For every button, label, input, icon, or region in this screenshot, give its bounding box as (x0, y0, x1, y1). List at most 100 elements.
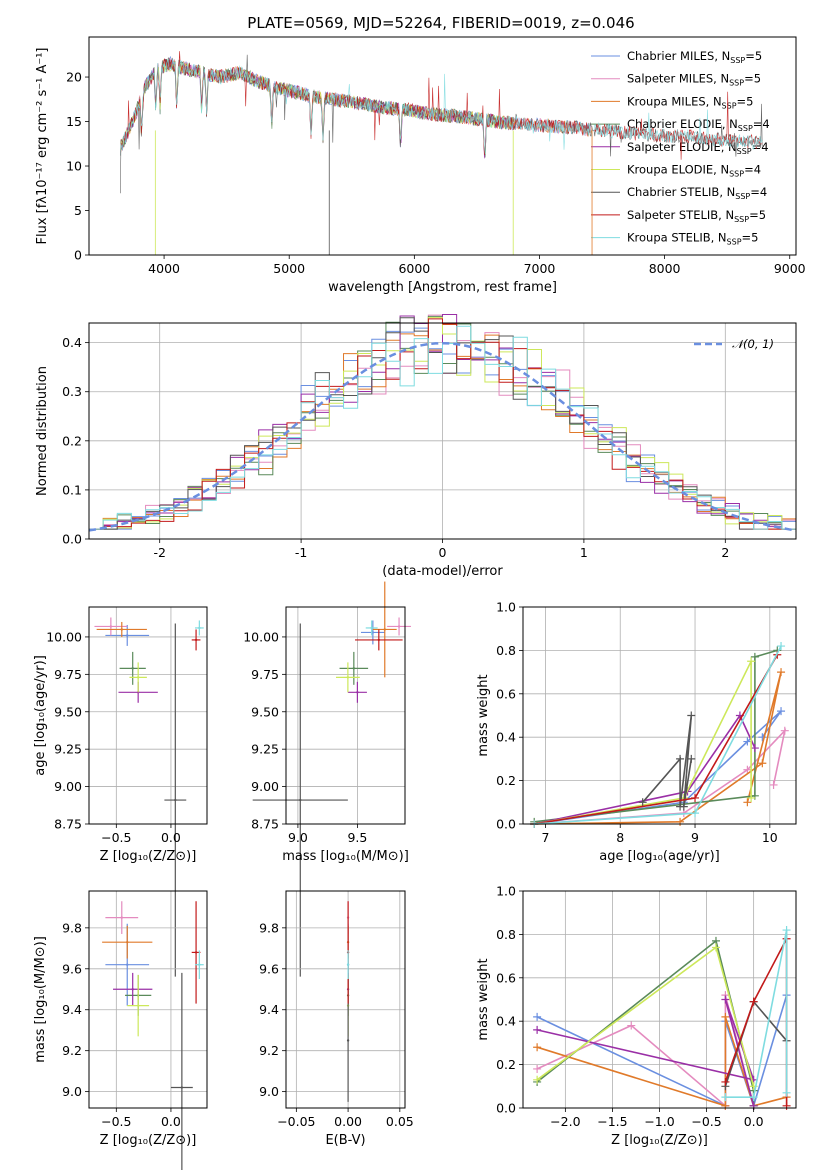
errorbar-point (194, 638, 198, 642)
axes-frame (285, 606, 406, 825)
y-tick-label: 9.0 (259, 1084, 279, 1099)
x-tick-label: 0.0 (161, 830, 181, 845)
y-tick-label: 0.0 (496, 817, 516, 832)
weight-marker (749, 997, 758, 1006)
y-tick-label: 0.0 (496, 1101, 516, 1116)
errorbar-point (136, 1004, 140, 1007)
errorbar-point (397, 625, 401, 628)
histogram-step (89, 325, 796, 530)
x-tick-label: −0.05 (277, 1114, 315, 1129)
y-axis-label: Flux [fλ10⁻¹⁷ erg cm⁻² s⁻¹ A⁻¹] (35, 48, 50, 245)
x-tick-label: −0.5 (101, 1114, 131, 1129)
y-tick-label: 9.6 (259, 961, 279, 976)
weight-marker (627, 1021, 636, 1030)
x-tick-label: −1.0 (644, 1114, 674, 1129)
weight-marker (691, 793, 700, 802)
x-tick-label: −0.5 (101, 830, 131, 845)
weight-marker (780, 726, 789, 735)
weight-marker (747, 657, 756, 666)
x-tick-label: 0.0 (744, 1114, 764, 1129)
y-tick-label: 0.3 (62, 384, 82, 399)
plot-area-residuals: 𝒩(0, 1) (88, 314, 797, 532)
y-tick-label: 8.75 (251, 817, 279, 832)
panels-layer: Chabrier MILES, NSSP=5 Salpeter MILES, NS… (33, 36, 806, 1170)
weight-marker (777, 668, 786, 677)
weight-marker (676, 754, 685, 763)
errorbar-point (120, 916, 123, 919)
y-tick-label: 0.2 (496, 773, 516, 788)
weight-marker (687, 711, 696, 720)
x-tick-label: 0.05 (386, 1114, 414, 1129)
figure-title: PLATE=0569, MJD=52264, FIBERID=0019, z=0… (247, 14, 634, 32)
y-tick-label: 9.50 (251, 704, 279, 719)
errorbar-point (109, 625, 113, 628)
x-tick-label: 9.0 (288, 830, 308, 845)
legend-entry: Salpeter MILES, NSSP=5 (627, 72, 761, 88)
spectrum-line (120, 51, 763, 160)
normal-curve (88, 341, 797, 532)
plot-area-age-vs-Z (94, 617, 204, 977)
y-tick-label: 0.2 (496, 1057, 516, 1072)
errorbar-point (346, 963, 350, 966)
weight-line (725, 929, 788, 1098)
plot-area-mass-weight-vs-Z (533, 926, 791, 1110)
errorbar-point (370, 626, 373, 630)
weight-marker (533, 1064, 542, 1073)
errorbar-point (126, 963, 129, 966)
weight-marker (721, 1093, 730, 1102)
errorbar-point (383, 628, 386, 631)
x-tick-label: 1 (580, 545, 588, 560)
panel-age-vs-mass: 9.0 9.5 8.75 9.00 9.25 9.50 9.75 10.00 mass [log… (243, 581, 411, 977)
x-axis-label: mass [log₁₀(M/M⊙)] (282, 849, 409, 864)
errorbar-point (198, 963, 201, 966)
weight-marker (750, 652, 759, 661)
y-tick-label: 9.00 (54, 779, 82, 794)
errorbar-point (131, 988, 134, 991)
axes-frame (88, 890, 208, 1109)
x-axis-label: E(B-V) (325, 1133, 365, 1148)
legend-entry: Chabrier MILES, NSSP=5 (627, 49, 762, 65)
weight-line (534, 649, 778, 823)
weight-marker (638, 798, 647, 807)
y-tick-label: 0.2 (62, 433, 82, 448)
y-tick-label: 0 (74, 248, 82, 263)
weight-marker (721, 1012, 730, 1021)
errorbar-point (126, 940, 129, 944)
legend-entry: Kroupa MILES, NSSP=5 (627, 94, 753, 110)
y-tick-label: 0.8 (496, 643, 516, 658)
x-tick-label: 0.00 (334, 1114, 362, 1129)
y-tick-label: 9.00 (251, 779, 279, 794)
x-tick-label: 9000 (774, 261, 806, 276)
y-tick-label: 9.8 (62, 920, 82, 935)
errorbar-point (174, 798, 177, 802)
y-tick-label: 0.6 (496, 686, 516, 701)
errorbar-point (377, 638, 381, 642)
axes-frame (522, 890, 797, 1109)
x-axis-label: Z [log₁₀(Z/Z⊙)] (611, 1133, 708, 1148)
plot-area-age-vs-mass (252, 581, 411, 977)
weight-marker (749, 1093, 758, 1102)
x-tick-label: 9 (691, 830, 699, 845)
y-tick-label: 0.0 (62, 532, 82, 547)
y-tick-label: 0.4 (62, 335, 82, 350)
weight-line (642, 715, 693, 807)
x-axis-label: Z [log₁₀(Z/Z⊙)] (100, 849, 197, 864)
weight-marker (747, 793, 756, 802)
legend-entry: Salpeter STELIB, NSSP=5 (627, 208, 766, 224)
axes-frame (522, 606, 797, 825)
y-tick-label: 9.4 (62, 1002, 82, 1017)
weight-marker (743, 737, 752, 746)
x-tick-label: 0 (439, 545, 447, 560)
y-tick-label: 0.4 (496, 1014, 516, 1029)
weight-marker (533, 1075, 542, 1084)
x-tick-label: -2 (153, 545, 165, 560)
weight-marker (769, 780, 778, 789)
y-tick-label: 9.25 (54, 742, 82, 757)
x-tick-label: 8 (616, 830, 624, 845)
y-tick-label: 0.6 (496, 970, 516, 985)
weight-marker (750, 744, 759, 753)
x-tick-label: 7 (541, 830, 549, 845)
x-tick-label: 5000 (273, 261, 305, 276)
